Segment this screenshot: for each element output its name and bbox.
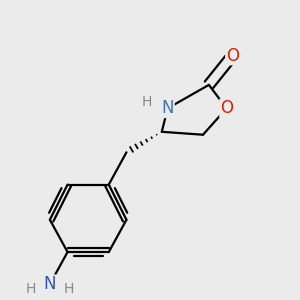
Text: H: H [142,95,152,110]
Text: N: N [44,275,56,293]
Text: H: H [26,282,36,296]
Text: O: O [226,46,239,64]
Text: O: O [220,99,233,117]
Text: H: H [64,282,74,296]
Text: N: N [161,99,174,117]
